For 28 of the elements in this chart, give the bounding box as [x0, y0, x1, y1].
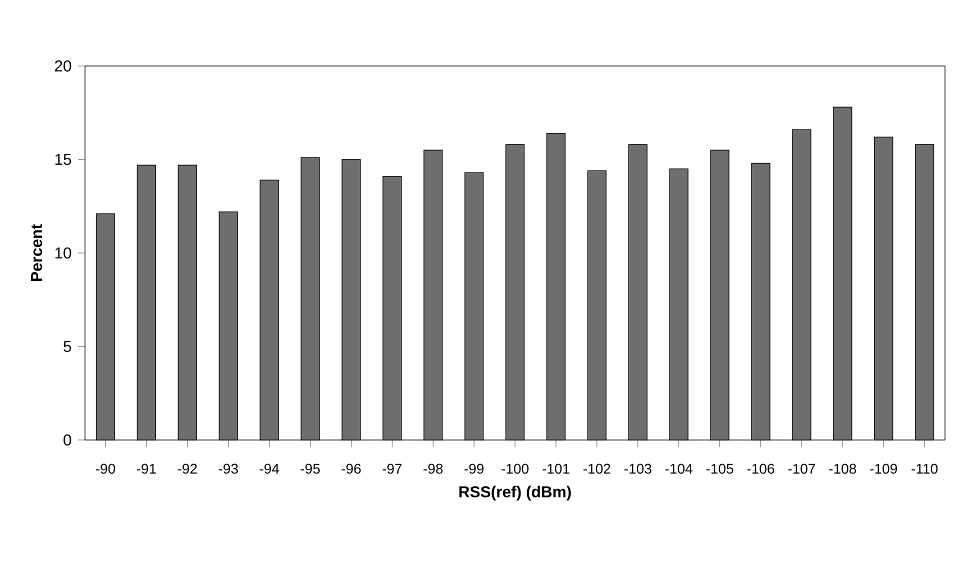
x-tick-label: -110 — [912, 464, 938, 474]
y-tick-label: 20 — [54, 60, 72, 72]
y-tick-label: 0 — [64, 434, 72, 446]
x-tick-label: -100 — [502, 464, 529, 474]
x-tick-label: -90 — [96, 464, 116, 474]
x-tick-label: -103 — [624, 464, 652, 474]
x-tick-label: -108 — [829, 464, 856, 474]
x-tick-label: -97 — [382, 464, 402, 474]
x-tick-label: -104 — [665, 464, 692, 474]
x-axis-title: RSS(ref) (dBm) — [459, 486, 571, 501]
x-tick-label: -91 — [136, 464, 156, 474]
x-tick-label: -105 — [706, 464, 734, 474]
y-tick-label: 5 — [64, 340, 72, 352]
y-axis-title: Percent — [31, 224, 42, 281]
x-tick-label: -92 — [178, 464, 197, 474]
x-tick-label: -96 — [342, 464, 361, 474]
x-tick-label: -106 — [747, 464, 774, 474]
x-tick-label: -107 — [788, 464, 816, 474]
x-tick-label: -101 — [542, 464, 570, 474]
y-tick-label: 15 — [55, 154, 72, 166]
y-tick-label: 10 — [55, 247, 72, 259]
x-tick-label: -102 — [583, 464, 610, 474]
x-tick-label: -94 — [260, 464, 280, 474]
x-tick-label: -95 — [300, 464, 320, 474]
x-tick-label: -99 — [464, 464, 484, 474]
x-tick-label: -93 — [218, 464, 238, 474]
x-tick-label: -98 — [424, 464, 443, 474]
x-tick-label: -109 — [870, 464, 897, 474]
